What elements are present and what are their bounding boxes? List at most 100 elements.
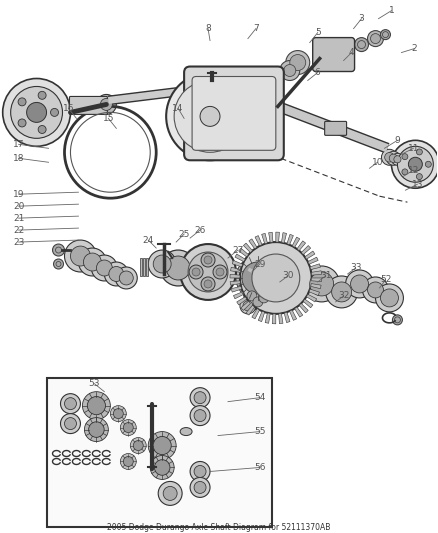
- Circle shape: [367, 30, 384, 46]
- Circle shape: [324, 46, 336, 59]
- Circle shape: [290, 54, 306, 70]
- Circle shape: [119, 271, 133, 285]
- Polygon shape: [290, 310, 297, 320]
- FancyBboxPatch shape: [184, 67, 284, 160]
- Polygon shape: [261, 233, 268, 244]
- Circle shape: [350, 275, 368, 293]
- Circle shape: [188, 252, 228, 292]
- Circle shape: [18, 119, 26, 127]
- Circle shape: [381, 149, 397, 165]
- Text: 26: 26: [194, 225, 206, 235]
- Polygon shape: [308, 257, 318, 264]
- Polygon shape: [279, 313, 283, 324]
- Circle shape: [153, 255, 171, 273]
- Circle shape: [194, 481, 206, 494]
- Circle shape: [425, 161, 431, 167]
- FancyBboxPatch shape: [313, 38, 355, 71]
- Polygon shape: [233, 292, 244, 299]
- Text: 9: 9: [395, 136, 400, 145]
- Circle shape: [341, 44, 350, 53]
- FancyBboxPatch shape: [70, 96, 107, 115]
- Circle shape: [163, 487, 177, 500]
- Polygon shape: [297, 241, 306, 251]
- Circle shape: [280, 61, 300, 80]
- Circle shape: [204, 280, 212, 288]
- Text: 5: 5: [315, 28, 321, 37]
- Circle shape: [53, 259, 64, 269]
- Circle shape: [87, 397, 106, 415]
- Circle shape: [355, 38, 368, 52]
- Circle shape: [216, 268, 224, 276]
- Polygon shape: [230, 274, 240, 278]
- Text: 27: 27: [232, 246, 244, 255]
- Circle shape: [120, 454, 136, 470]
- Circle shape: [174, 80, 246, 152]
- Circle shape: [82, 392, 110, 419]
- Circle shape: [11, 86, 63, 139]
- Circle shape: [394, 156, 401, 163]
- Ellipse shape: [180, 427, 192, 435]
- Circle shape: [130, 438, 146, 454]
- Circle shape: [27, 102, 46, 123]
- Polygon shape: [230, 281, 240, 285]
- Circle shape: [56, 247, 61, 253]
- Circle shape: [397, 147, 433, 182]
- Text: 22: 22: [13, 225, 24, 235]
- Circle shape: [417, 149, 422, 155]
- Circle shape: [375, 284, 403, 312]
- Circle shape: [392, 154, 403, 165]
- Circle shape: [395, 317, 400, 323]
- Text: 31: 31: [320, 271, 332, 280]
- FancyBboxPatch shape: [146, 258, 148, 276]
- Circle shape: [200, 107, 220, 126]
- Text: 6: 6: [315, 68, 321, 77]
- Polygon shape: [305, 251, 315, 259]
- Polygon shape: [299, 303, 308, 313]
- Circle shape: [166, 256, 190, 280]
- Text: 20: 20: [13, 201, 25, 211]
- Circle shape: [153, 437, 171, 455]
- Text: 2: 2: [412, 44, 417, 53]
- Text: 10: 10: [372, 158, 383, 167]
- Circle shape: [64, 417, 77, 430]
- Circle shape: [247, 291, 257, 301]
- Circle shape: [392, 140, 438, 188]
- Text: 21: 21: [13, 214, 25, 223]
- Circle shape: [286, 51, 310, 75]
- Circle shape: [320, 43, 339, 62]
- Circle shape: [363, 277, 389, 303]
- Circle shape: [417, 174, 422, 180]
- Circle shape: [158, 481, 182, 505]
- Circle shape: [100, 99, 112, 110]
- Circle shape: [381, 289, 399, 307]
- Circle shape: [332, 282, 352, 302]
- Polygon shape: [282, 233, 286, 243]
- Polygon shape: [268, 232, 273, 243]
- Circle shape: [189, 265, 203, 279]
- FancyBboxPatch shape: [192, 77, 276, 150]
- Polygon shape: [244, 243, 253, 253]
- Circle shape: [109, 266, 124, 281]
- Circle shape: [78, 248, 106, 276]
- Circle shape: [120, 419, 136, 435]
- Circle shape: [310, 272, 334, 296]
- Circle shape: [392, 315, 403, 325]
- Circle shape: [357, 41, 366, 49]
- Polygon shape: [235, 254, 245, 262]
- Circle shape: [371, 34, 381, 44]
- Text: 30: 30: [282, 271, 293, 280]
- Text: 2005 Dodge Durango Axle Shaft Diagram for 52111370AB: 2005 Dodge Durango Axle Shaft Diagram fo…: [107, 523, 331, 532]
- Circle shape: [88, 422, 104, 438]
- Polygon shape: [241, 301, 251, 310]
- Circle shape: [253, 297, 263, 307]
- Circle shape: [115, 267, 137, 289]
- Text: 3: 3: [359, 14, 364, 23]
- Circle shape: [346, 270, 374, 298]
- Circle shape: [190, 478, 210, 497]
- Circle shape: [194, 465, 206, 478]
- Circle shape: [190, 462, 210, 481]
- Circle shape: [243, 301, 253, 311]
- Circle shape: [250, 294, 266, 310]
- Circle shape: [150, 456, 174, 480]
- Circle shape: [256, 290, 272, 306]
